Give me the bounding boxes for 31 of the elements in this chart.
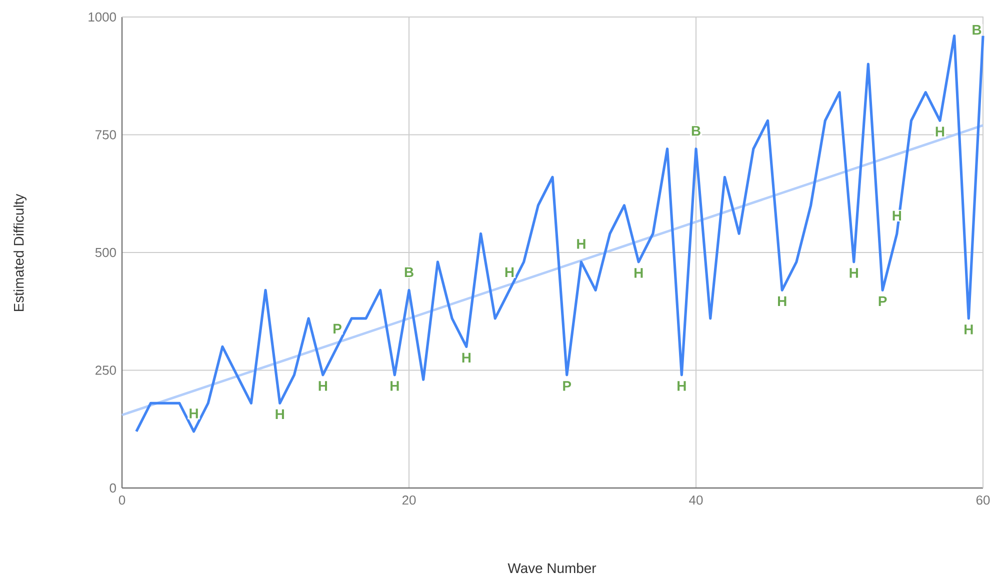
y-tick-label: 250	[96, 366, 116, 375]
x-tick-label: 20	[402, 496, 416, 505]
annotation: H	[577, 239, 586, 249]
x-tick-label: 60	[976, 496, 990, 505]
y-tick-label: 0	[110, 483, 116, 493]
x-axis-title: Wave Number	[508, 562, 596, 574]
annotation: B	[692, 126, 700, 136]
annotation: H	[390, 381, 399, 391]
annotation: P	[563, 381, 572, 391]
annotation: H	[505, 267, 514, 277]
y-tick-label: 500	[95, 248, 116, 258]
x-tick-label: 0	[118, 496, 126, 505]
annotation: B	[972, 25, 982, 35]
annotation: H	[318, 381, 328, 391]
annotation: H	[850, 268, 858, 278]
y-tick-label: 750	[96, 130, 116, 140]
annotation: H	[778, 296, 786, 306]
x-tick-label: 40	[689, 496, 703, 505]
annotation: P	[334, 324, 342, 334]
annotation: H	[964, 324, 973, 334]
annotation: H	[634, 268, 643, 278]
annotation: H	[276, 409, 284, 419]
annotation: H	[936, 126, 944, 136]
annotation: B	[404, 267, 414, 277]
annotation: H	[190, 408, 198, 418]
annotation: H	[892, 210, 902, 220]
y-tick-label: 1000	[88, 12, 116, 22]
annotation: P	[878, 296, 887, 306]
annotation: H	[462, 352, 471, 362]
y-axis-title: Estimated Difficulty	[14, 194, 27, 312]
annotation: H	[678, 381, 686, 391]
